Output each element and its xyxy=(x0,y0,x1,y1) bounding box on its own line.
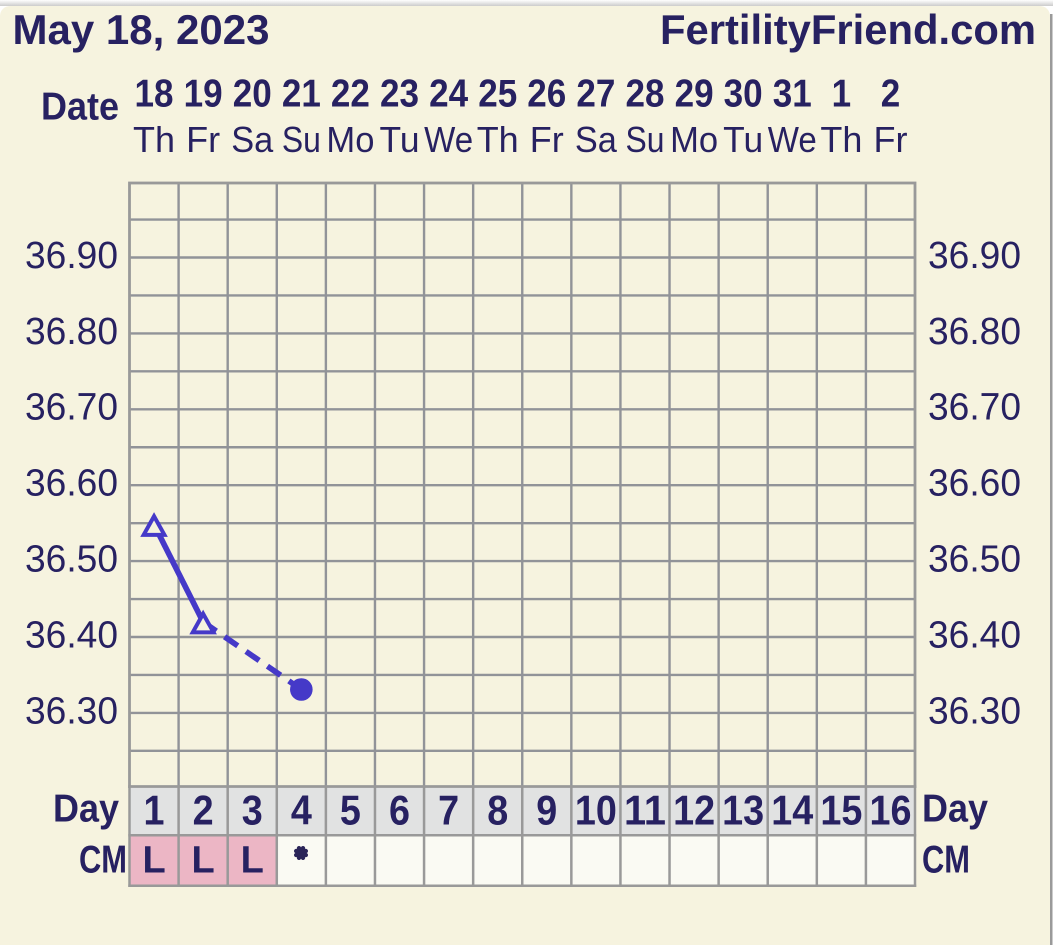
svg-text:Th: Th xyxy=(820,119,862,160)
svg-text:15: 15 xyxy=(820,787,862,834)
svg-text:26: 26 xyxy=(527,73,566,116)
svg-text:Sa: Sa xyxy=(231,119,274,160)
svg-text:Fr: Fr xyxy=(873,119,907,160)
svg-text:21: 21 xyxy=(282,73,321,116)
svg-text:28: 28 xyxy=(625,73,664,116)
svg-text:4: 4 xyxy=(291,787,312,834)
svg-text:36.90: 36.90 xyxy=(928,235,1021,277)
svg-text:Date: Date xyxy=(41,86,119,129)
svg-text:1: 1 xyxy=(832,73,852,116)
svg-text:23: 23 xyxy=(380,73,419,116)
svg-text:36.60: 36.60 xyxy=(928,463,1021,505)
svg-text:11: 11 xyxy=(624,787,666,834)
svg-text:22: 22 xyxy=(331,73,370,116)
svg-text:9: 9 xyxy=(536,787,557,834)
svg-text:8: 8 xyxy=(487,787,508,834)
svg-text:Sa: Sa xyxy=(575,119,618,160)
svg-text:1: 1 xyxy=(144,787,165,834)
svg-text:L: L xyxy=(192,840,215,882)
svg-text:FertilityFriend.com: FertilityFriend.com xyxy=(660,6,1036,53)
svg-text:36.50: 36.50 xyxy=(25,539,118,581)
svg-text:36.30: 36.30 xyxy=(25,690,118,732)
svg-text:12: 12 xyxy=(673,787,715,834)
svg-text:Tu: Tu xyxy=(380,119,420,160)
svg-text:L: L xyxy=(241,840,264,882)
svg-text:7: 7 xyxy=(438,787,459,834)
svg-text:36.60: 36.60 xyxy=(25,463,118,505)
svg-text:27: 27 xyxy=(576,73,615,116)
svg-text:Fr: Fr xyxy=(186,119,220,160)
svg-text:30: 30 xyxy=(724,73,763,116)
svg-text:Th: Th xyxy=(133,119,175,160)
svg-text:36.40: 36.40 xyxy=(928,614,1021,656)
svg-text:Day: Day xyxy=(53,787,119,830)
svg-text:36.70: 36.70 xyxy=(25,387,118,429)
svg-text:36.80: 36.80 xyxy=(25,311,118,353)
svg-text:3: 3 xyxy=(242,787,263,834)
svg-text:Fr: Fr xyxy=(530,119,564,160)
svg-text:18: 18 xyxy=(135,73,174,116)
svg-text:31: 31 xyxy=(773,73,812,116)
svg-text:36.80: 36.80 xyxy=(928,311,1021,353)
svg-text:Su: Su xyxy=(625,119,664,160)
svg-text:25: 25 xyxy=(478,73,517,116)
svg-text:24: 24 xyxy=(429,73,469,116)
svg-text:36.50: 36.50 xyxy=(928,539,1021,581)
svg-text:Tu: Tu xyxy=(723,119,763,160)
svg-text:We: We xyxy=(768,119,817,160)
svg-text:2: 2 xyxy=(881,73,901,116)
svg-text:36.70: 36.70 xyxy=(928,387,1021,429)
svg-text:2: 2 xyxy=(193,787,214,834)
svg-text:19: 19 xyxy=(184,73,223,116)
svg-text:CM: CM xyxy=(922,839,970,882)
svg-text:May 18, 2023: May 18, 2023 xyxy=(13,6,270,53)
svg-text:Mo: Mo xyxy=(326,119,374,160)
svg-text:Mo: Mo xyxy=(670,119,718,160)
svg-text:6: 6 xyxy=(389,787,410,834)
svg-text:36.40: 36.40 xyxy=(25,614,118,656)
svg-text:5: 5 xyxy=(340,787,361,834)
svg-text:CM: CM xyxy=(79,839,127,882)
svg-text:10: 10 xyxy=(575,787,617,834)
svg-text:Su: Su xyxy=(282,119,321,160)
svg-text:36.90: 36.90 xyxy=(25,235,118,277)
svg-text:14: 14 xyxy=(771,787,813,834)
svg-text:13: 13 xyxy=(722,787,764,834)
svg-text:16: 16 xyxy=(869,787,911,834)
svg-text:Th: Th xyxy=(477,119,519,160)
svg-text:We: We xyxy=(424,119,473,160)
svg-text:L: L xyxy=(142,840,165,882)
svg-text:Day: Day xyxy=(922,787,988,830)
svg-text:29: 29 xyxy=(675,73,714,116)
svg-text:36.30: 36.30 xyxy=(928,690,1021,732)
svg-text:20: 20 xyxy=(233,73,272,116)
